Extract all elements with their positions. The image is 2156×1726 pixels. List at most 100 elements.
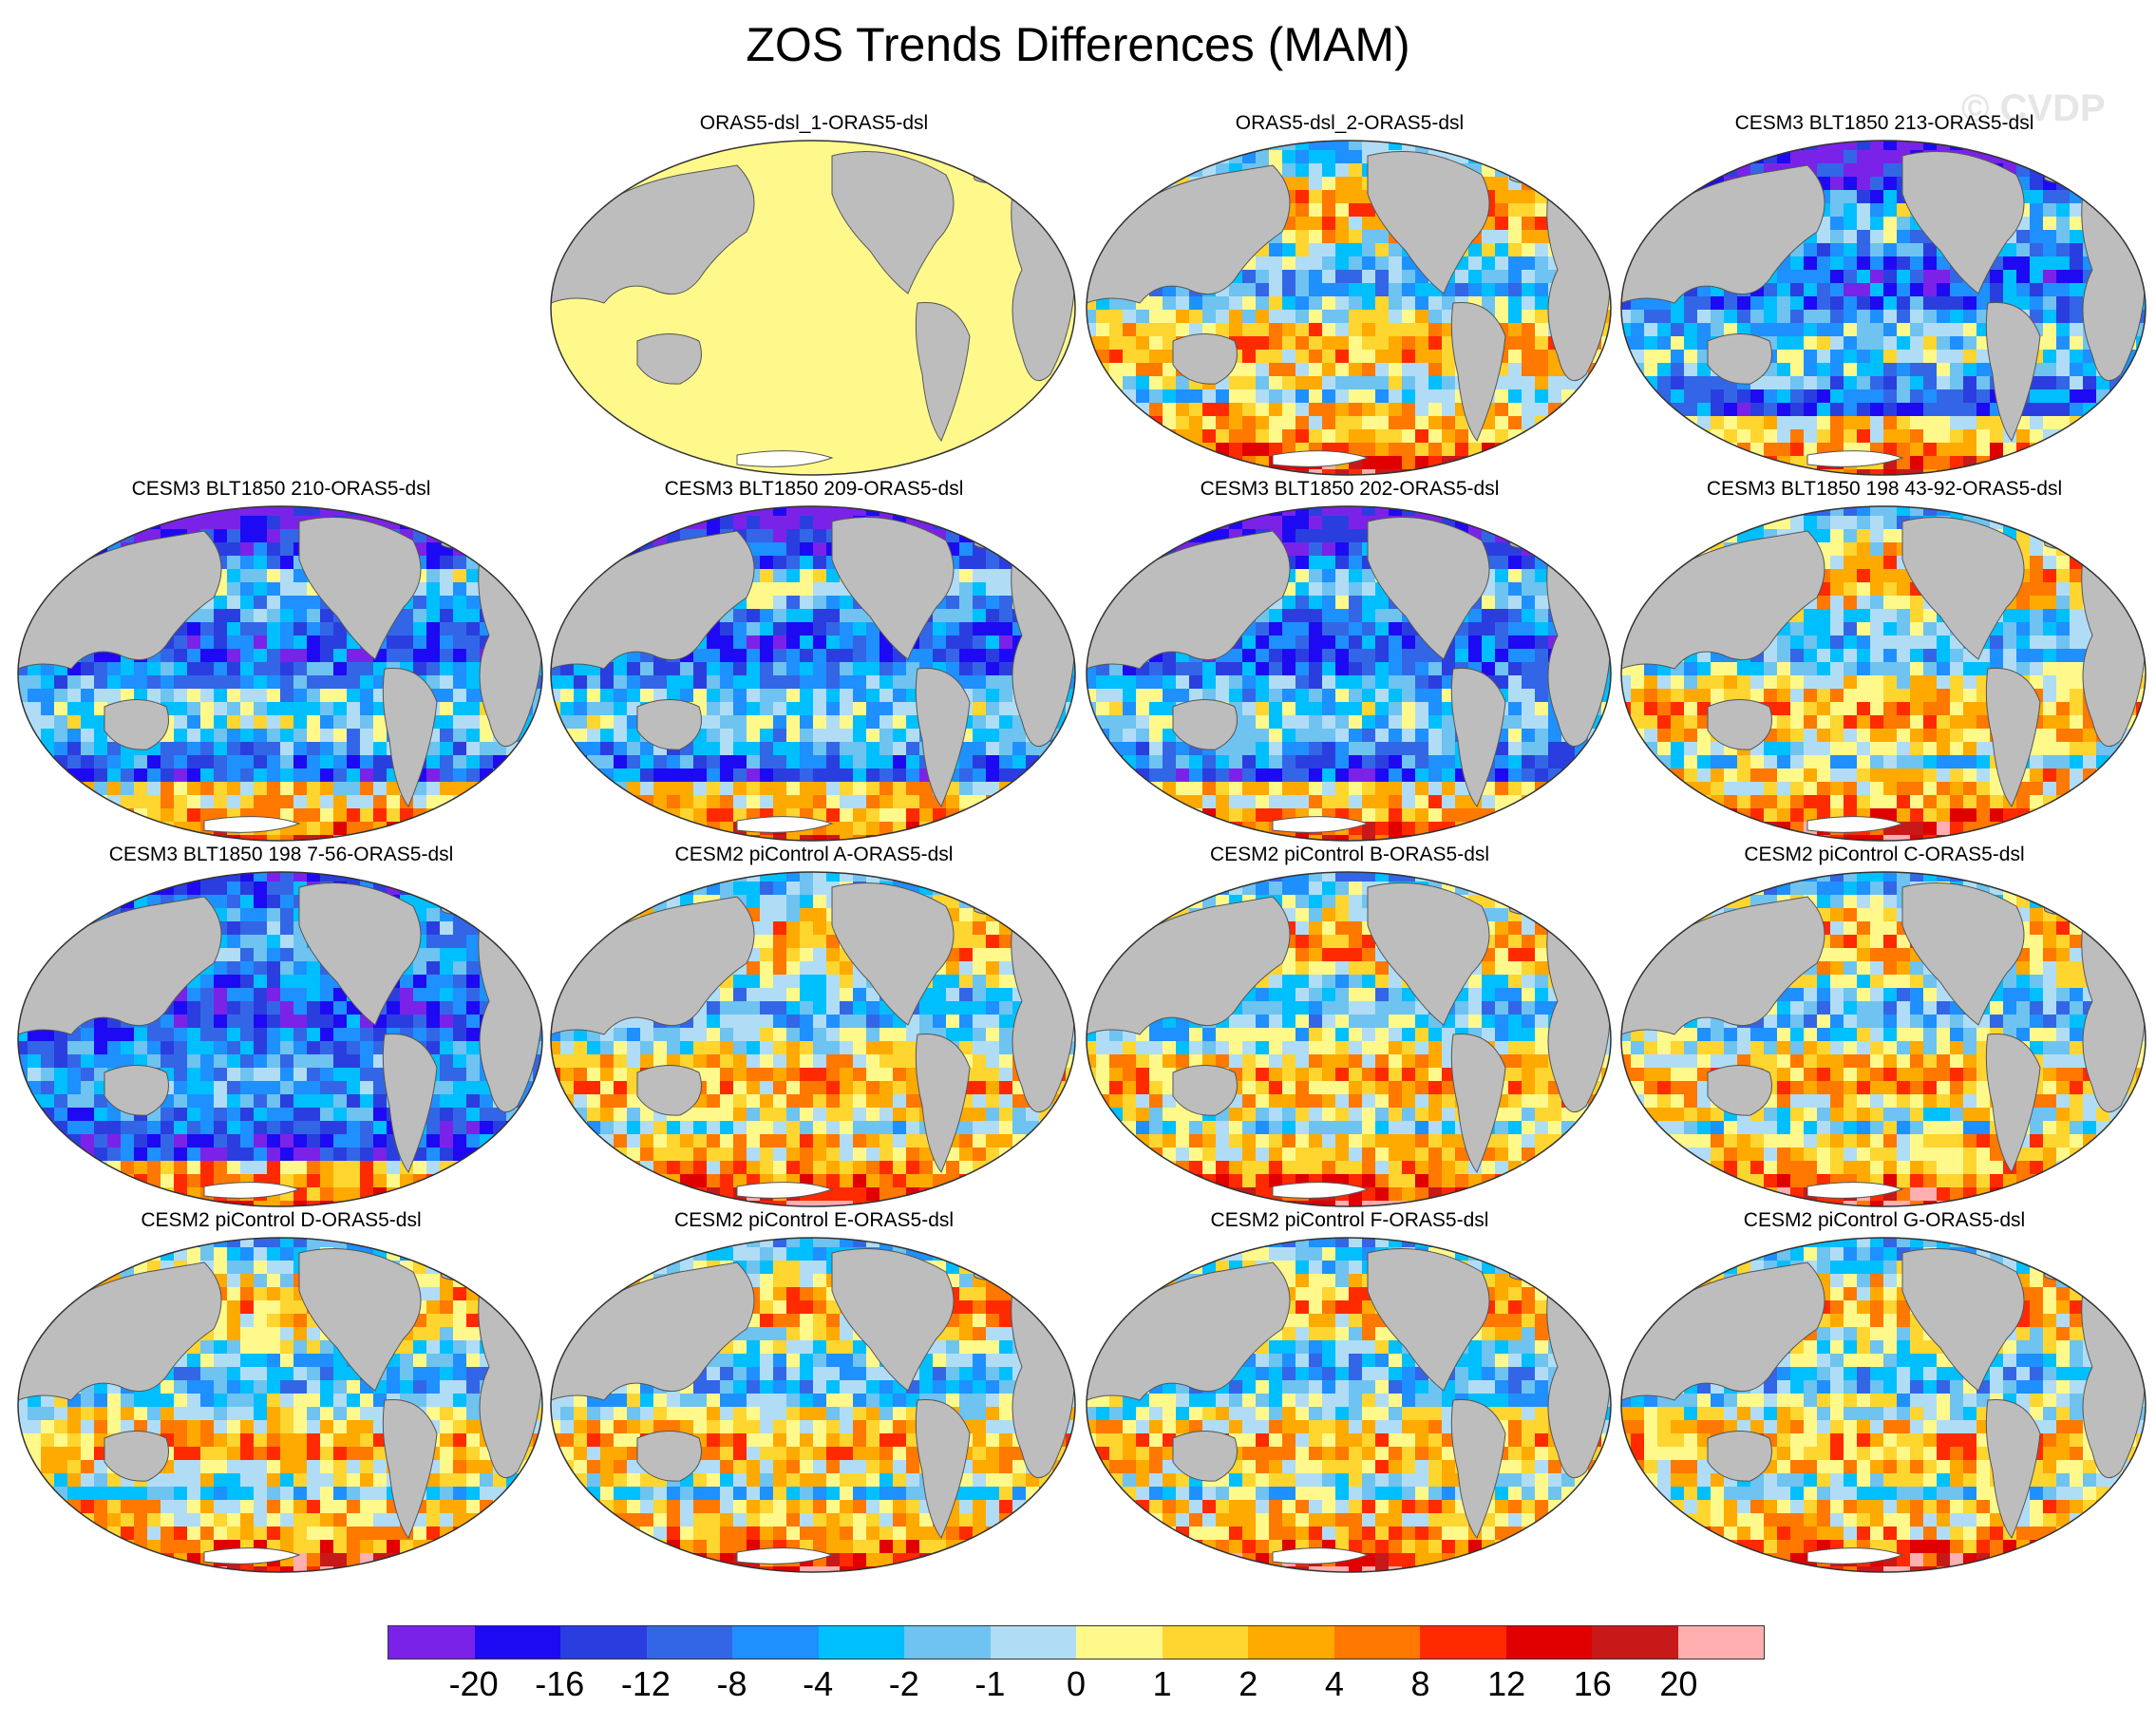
ocean-field xyxy=(551,1238,1075,1572)
ocean-field xyxy=(1087,141,1611,475)
landmass xyxy=(1806,1547,1904,1565)
colorbar-segment xyxy=(1333,1626,1420,1659)
panel-title: CESM2 piControl C-ORAS5-dsl xyxy=(1744,844,2025,865)
colorbar-tick-label: -12 xyxy=(620,1664,671,1703)
ocean-field xyxy=(1621,1238,2146,1572)
landmass xyxy=(18,1261,222,1401)
panel-title: CESM2 piControl D-ORAS5-dsl xyxy=(141,1209,422,1231)
landmass xyxy=(1901,517,2025,660)
landmass xyxy=(1985,301,2041,443)
landmass xyxy=(1621,530,1825,670)
world-map xyxy=(1620,505,2147,842)
map-outline xyxy=(17,871,543,1207)
landmass xyxy=(203,1182,301,1199)
landmass xyxy=(1806,450,1904,467)
landmass xyxy=(104,1065,169,1116)
colorbar-tick-label: 0 xyxy=(1066,1664,1087,1703)
ocean-field xyxy=(1087,1238,1611,1572)
map-outline xyxy=(550,1237,1076,1573)
landmass xyxy=(551,896,755,1035)
colorbar-segment xyxy=(1162,1626,1248,1659)
landmass xyxy=(636,1065,702,1116)
ocean-field xyxy=(18,506,542,841)
landmass xyxy=(831,517,955,660)
landmass xyxy=(1367,1248,1490,1392)
landmass xyxy=(636,1431,702,1482)
panel-title: CESM3 BLT1850 213-ORAS5-dsl xyxy=(1734,112,2034,134)
world-map xyxy=(1086,871,1612,1207)
world-map xyxy=(17,871,543,1207)
map-panel: CESM2 piControl B-ORAS5-dsl xyxy=(1083,844,1617,1216)
ocean-field xyxy=(1621,872,2146,1206)
landmass xyxy=(104,699,169,750)
panel-title: CESM2 piControl F-ORAS5-dsl xyxy=(1210,1209,1489,1231)
landmass xyxy=(1985,667,2041,808)
colorbar-segment xyxy=(474,1626,560,1659)
world-map xyxy=(550,1237,1076,1573)
world-map xyxy=(1620,871,2147,1207)
landmass xyxy=(1172,333,1238,385)
panel-title: CESM3 BLT1850 209-ORAS5-dsl xyxy=(664,478,964,500)
landmass xyxy=(831,882,955,1026)
colorbar-segment xyxy=(1420,1626,1506,1659)
landmass xyxy=(1087,896,1291,1035)
map-outline xyxy=(1620,1237,2147,1573)
map-panel: CESM2 piControl F-ORAS5-dsl xyxy=(1083,1209,1617,1582)
colorbar-segment xyxy=(990,1626,1076,1659)
ocean-field xyxy=(18,1238,542,1572)
ocean-field xyxy=(1621,141,2146,475)
map-outline xyxy=(17,1237,543,1573)
landmass xyxy=(1707,1431,1772,1482)
landmass xyxy=(1087,530,1291,670)
map-panel: CESM3 BLT1850 198 43-92-ORAS5-dsl xyxy=(1617,478,2151,850)
colorbar-labels: -20 -16 -12 -8 -4 -2 -1 0 1 2 4 8 12 16 20 xyxy=(388,1664,1765,1712)
panel-title: ORAS5-dsl_1-ORAS5-dsl xyxy=(699,112,929,134)
map-panel: CESM3 BLT1850 213-ORAS5-dsl xyxy=(1617,112,2151,484)
landmass xyxy=(1272,816,1370,833)
panel-title: CESM3 BLT1850 202-ORAS5-dsl xyxy=(1200,478,1500,500)
landmass xyxy=(551,530,755,670)
landmass xyxy=(1172,699,1238,750)
landmass xyxy=(1087,164,1291,304)
colorbar-segment xyxy=(646,1626,732,1659)
colorbar-segment xyxy=(1592,1626,1678,1659)
map-panel: CESM2 piControl A-ORAS5-dsl xyxy=(547,844,1081,1216)
ocean-field xyxy=(1087,506,1611,841)
landmass xyxy=(203,1547,301,1565)
landmass xyxy=(736,1547,834,1565)
ocean-field xyxy=(1621,506,2146,841)
colorbar-tick-label: -20 xyxy=(448,1664,499,1703)
landmass xyxy=(1621,164,1825,304)
colorbar-tick-label: -16 xyxy=(535,1664,585,1703)
map-outline xyxy=(1086,140,1612,476)
landmass xyxy=(382,1033,438,1174)
colorbar-segment xyxy=(388,1626,475,1659)
colorbar-tick-label: 16 xyxy=(1573,1664,1612,1703)
landmass xyxy=(1985,1398,2041,1540)
colorbar-segment xyxy=(732,1626,819,1659)
map-panel: CESM3 BLT1850 210-ORAS5-dsl xyxy=(14,478,548,850)
colorbar-segment xyxy=(1677,1626,1764,1659)
panel-title: ORAS5-dsl_2-ORAS5-dsl xyxy=(1235,112,1465,134)
map-panel: CESM2 piControl G-ORAS5-dsl xyxy=(1617,1209,2151,1582)
panel-title: CESM2 piControl E-ORAS5-dsl xyxy=(673,1209,955,1231)
landmass xyxy=(298,517,422,660)
landmass xyxy=(1172,1065,1238,1116)
panel-title: CESM2 piControl G-ORAS5-dsl xyxy=(1743,1209,2026,1231)
landmass xyxy=(1450,1033,1506,1174)
colorbar-segment xyxy=(560,1626,647,1659)
landmass xyxy=(551,1261,755,1401)
map-outline xyxy=(550,871,1076,1207)
world-map xyxy=(17,505,543,842)
map-outline xyxy=(1620,140,2147,476)
world-map xyxy=(550,871,1076,1207)
colorbar-tick-label: 2 xyxy=(1239,1664,1258,1703)
landmass xyxy=(1272,1547,1370,1565)
colorbar-segment xyxy=(818,1626,904,1659)
landmass xyxy=(1272,1182,1370,1199)
map-outline xyxy=(1086,505,1612,842)
landmass xyxy=(1450,301,1506,443)
colorbar-segment xyxy=(904,1626,991,1659)
map-outline xyxy=(1620,505,2147,842)
map-panel: CESM2 piControl E-ORAS5-dsl xyxy=(547,1209,1081,1582)
